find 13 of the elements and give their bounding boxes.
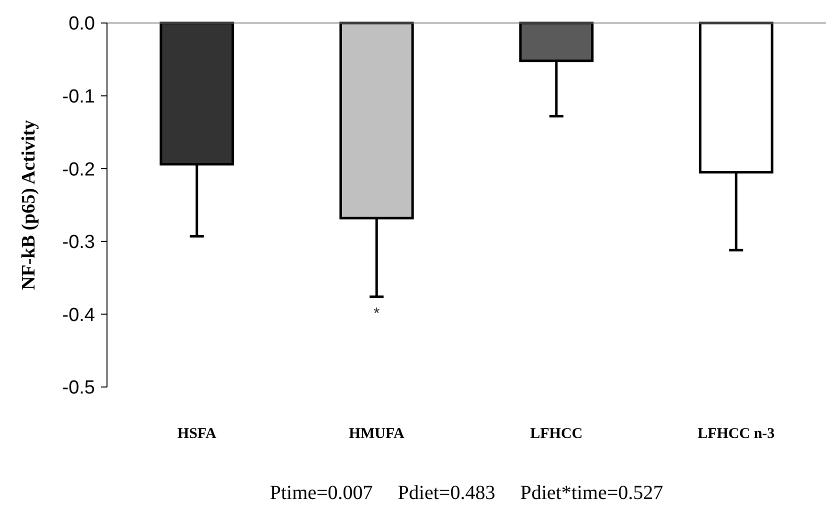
x-tick-label: HMUFA [348, 426, 405, 442]
x-tick-label: LFHCC n-3 [698, 426, 775, 442]
text: Ptime=0.007 Pdiet=0.483 Pdiet*time=0.527 [270, 482, 664, 504]
y-tick-label: -0.2 [62, 159, 95, 180]
y-tick-label: -0.4 [62, 304, 96, 326]
x-tick-label: LFHCC [530, 426, 583, 442]
y-tick-label: -0.5 [62, 378, 95, 399]
y-tick-label: -0.1 [62, 86, 95, 108]
y-tick-label: -0.3 [62, 232, 95, 254]
y-tick-label: 0.0 [68, 14, 95, 35]
x-tick-label: HSFA [177, 426, 216, 442]
y-axis-title: NF-kB (p65) Activity [18, 120, 40, 290]
annotation: * [374, 306, 380, 323]
